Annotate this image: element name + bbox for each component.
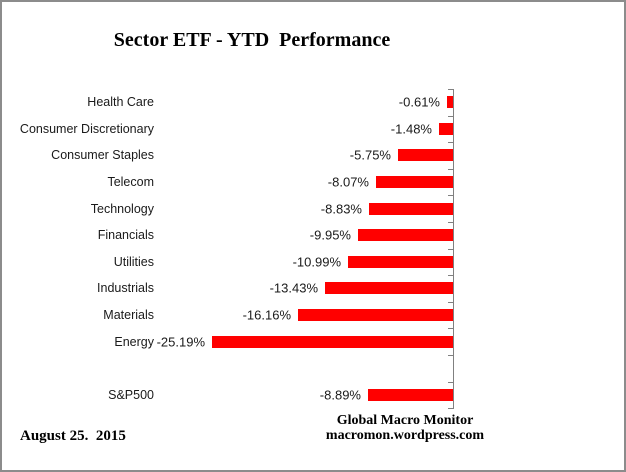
chart-row: Consumer Staples -5.75% — [2, 142, 454, 169]
brand-url: macromon.wordpress.com — [325, 428, 485, 443]
plot-area: Health Care -0.61% Consumer Discretionary -… — [2, 89, 454, 409]
axis-tick — [448, 408, 454, 409]
value-label: -0.61% — [398, 94, 440, 110]
brand-block: Global Macro Monitor macromon.wordpress.… — [322, 413, 488, 443]
brand-name: Global Macro Monitor — [336, 413, 474, 428]
category-label: Technology — [90, 201, 154, 216]
axis-tick — [448, 116, 454, 117]
bar — [348, 255, 453, 268]
category-label: Telecom — [107, 175, 154, 190]
value-label: -9.95% — [309, 227, 351, 243]
axis-tick — [448, 169, 454, 170]
axis-tick — [448, 382, 454, 383]
value-label: -5.75% — [349, 147, 391, 163]
bar — [358, 229, 453, 242]
chart-row: Financials -9.95% — [2, 222, 454, 249]
axis-tick — [448, 89, 454, 90]
axis-tick — [448, 222, 454, 223]
chart-row: S&P500 -8.89% — [2, 382, 454, 409]
chart-row: Consumer Discretionary -1.48% — [2, 116, 454, 143]
value-label: -16.16% — [242, 307, 291, 323]
category-label: S&P500 — [108, 387, 154, 402]
category-label: Materials — [103, 308, 154, 323]
value-label: -8.83% — [320, 201, 362, 217]
bar — [398, 149, 453, 162]
axis-tick — [448, 195, 454, 196]
value-label: -10.99% — [292, 254, 341, 270]
chart-row: Health Care -0.61% — [2, 89, 454, 116]
axis-tick — [448, 249, 454, 250]
bar — [368, 388, 453, 401]
axis-tick — [448, 275, 454, 276]
value-label: -1.48% — [390, 121, 432, 137]
axis-tick — [448, 355, 454, 356]
chart-row: Energy -25.19% — [2, 328, 454, 355]
value-label: -25.19% — [156, 334, 205, 350]
value-label: -8.07% — [327, 174, 369, 190]
chart-row: Materials -16.16% — [2, 302, 454, 329]
category-label: Consumer Staples — [51, 148, 154, 163]
category-label: Consumer Discretionary — [19, 121, 154, 136]
bar — [212, 335, 453, 348]
chart-title: Sector ETF - YTD Performance — [113, 29, 391, 51]
axis-tick — [448, 142, 454, 143]
bar — [447, 96, 453, 109]
bar — [376, 176, 453, 189]
date-label: August 25. 2015 — [20, 428, 126, 444]
category-label: Industrials — [97, 281, 154, 296]
chart-row: Technology -8.83% — [2, 195, 454, 222]
axis-tick — [448, 302, 454, 303]
chart-row: Industrials -13.43% — [2, 275, 454, 302]
bar — [439, 122, 453, 135]
chart-row: Utilities -10.99% — [2, 249, 454, 276]
category-label: Financials — [97, 228, 154, 243]
bar — [298, 309, 453, 322]
bar — [369, 202, 453, 215]
bar — [325, 282, 453, 295]
category-label: Energy — [114, 334, 154, 349]
value-label: -8.89% — [319, 387, 361, 403]
category-label: Health Care — [87, 95, 154, 110]
value-label: -13.43% — [269, 280, 318, 296]
category-label: Utilities — [113, 254, 154, 269]
chart-row: Telecom -8.07% — [2, 169, 454, 196]
axis-tick — [448, 328, 454, 329]
